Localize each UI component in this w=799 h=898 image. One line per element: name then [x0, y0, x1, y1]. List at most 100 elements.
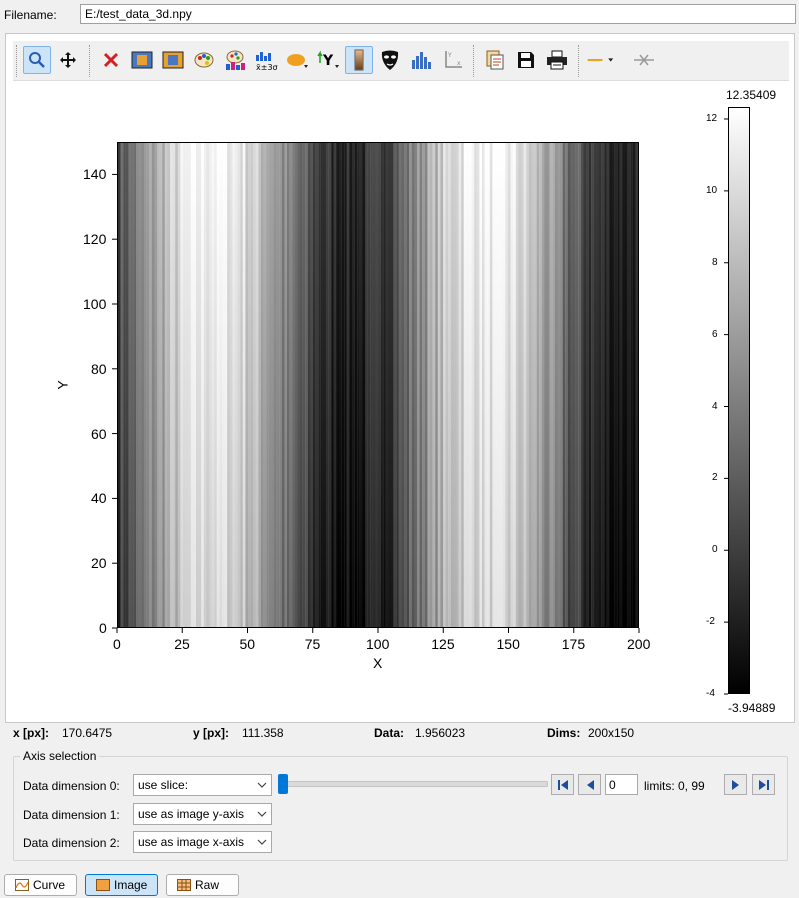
y-tick-label: 20 [91, 555, 107, 572]
heatmap-column [547, 143, 550, 627]
table-icon [177, 879, 191, 891]
heatmap-column [596, 143, 600, 627]
dim0-combo[interactable]: use slice: [133, 774, 272, 796]
x-tick-label: 175 [561, 636, 586, 652]
heatmap-column [409, 143, 412, 627]
y-axis-button[interactable]: Y [314, 46, 342, 74]
heatmap-column [513, 143, 516, 627]
heatmap-column [411, 143, 415, 627]
dim1-combo[interactable]: use as image y-axis [133, 803, 272, 825]
heatmap-column [549, 143, 553, 627]
dim1-label: Data dimension 1: [23, 808, 120, 822]
crop-button[interactable] [128, 46, 156, 74]
heatmap-column [573, 143, 576, 627]
heatmap-column [227, 143, 230, 627]
axis-selection-title: Axis selection [20, 749, 100, 763]
heatmap-column [328, 143, 332, 627]
roi-button[interactable] [283, 46, 311, 74]
next-slice-button[interactable] [724, 774, 747, 795]
heatmap-column [482, 143, 485, 627]
heatmap-column [222, 143, 225, 627]
heatmap-column [149, 143, 152, 627]
heatmap-column [492, 143, 496, 627]
clear-button[interactable] [97, 46, 125, 74]
zoom-button[interactable] [23, 46, 51, 74]
heatmap-column [336, 143, 340, 627]
colormap-range-button[interactable] [221, 46, 249, 74]
x-tick-label: 50 [239, 636, 256, 652]
heatmap-column [583, 143, 587, 627]
colorbar-button[interactable] [345, 46, 373, 74]
heatmap-column [505, 143, 509, 627]
heatmap-column [445, 143, 449, 627]
tab-raw[interactable]: Raw [166, 874, 239, 896]
heatmap-column [632, 143, 636, 627]
slice-index-input[interactable] [605, 774, 638, 795]
heatmap-column [391, 143, 394, 627]
dim2-combo[interactable]: use as image x-axis [133, 831, 272, 853]
histogram-icon [412, 52, 431, 69]
heatmap-column [450, 143, 454, 627]
cursor-x-value: 170.6475 [62, 726, 113, 740]
heatmap-column [414, 143, 418, 627]
heatmap-column [313, 143, 316, 627]
heatmap-column [183, 143, 186, 627]
skip-last-icon [758, 779, 769, 790]
save-button[interactable] [512, 46, 540, 74]
pan-button[interactable] [54, 46, 82, 74]
line-style-button[interactable] [586, 46, 614, 74]
heatmap-column [289, 143, 293, 627]
heatmap-column [346, 143, 350, 627]
line-icon [587, 58, 614, 62]
heatmap-column [534, 143, 537, 627]
heatmap-column [339, 143, 342, 627]
heatmap-column [432, 143, 436, 627]
first-slice-button[interactable] [551, 774, 574, 795]
clear-icon [103, 52, 119, 68]
copy-button[interactable] [481, 46, 509, 74]
x-tick-label: 150 [496, 636, 520, 652]
heatmap-column [619, 143, 623, 627]
heatmap-column [617, 143, 620, 627]
crop-button-2[interactable] [159, 46, 187, 74]
slice-slider-track[interactable] [278, 781, 548, 787]
heatmap-column [320, 143, 324, 627]
heatmap-column [476, 143, 480, 627]
heatmap-column [406, 143, 410, 627]
heatmap-image[interactable] [117, 142, 639, 628]
slice-slider-handle[interactable] [278, 774, 288, 794]
tab-curve[interactable]: Curve [4, 874, 77, 896]
heatmap-column [136, 143, 139, 627]
crop-icon [131, 51, 153, 69]
heatmap-column [354, 143, 358, 627]
heatmap-column [157, 143, 160, 627]
heatmap-column [237, 143, 241, 627]
filename-input[interactable] [80, 4, 796, 24]
heatmap-column [198, 143, 202, 627]
tab-image[interactable]: Image [85, 874, 158, 896]
status-bar: x [px]: 170.6475 y [px]: 111.358 Data: 1… [13, 726, 793, 742]
heatmap-column [263, 143, 267, 627]
histogram-button[interactable] [407, 46, 435, 74]
print-button[interactable] [543, 46, 571, 74]
heatmap-column [318, 143, 321, 627]
hide-cursor-button[interactable] [630, 46, 658, 74]
heatmap-column [214, 143, 217, 627]
heatmap-column [349, 143, 353, 627]
colormap-button[interactable] [190, 46, 218, 74]
heatmap-column [502, 143, 506, 627]
mask-button[interactable] [376, 46, 404, 74]
heatmap-column [372, 143, 376, 627]
prev-slice-button[interactable] [578, 774, 601, 795]
colorbar-tick-label: -2 [706, 616, 715, 628]
heatmap-column [118, 143, 121, 627]
heatmap-column [471, 143, 475, 627]
stats-button[interactable]: x̄±3σ [252, 46, 280, 74]
heatmap-column [271, 143, 275, 627]
last-slice-button[interactable] [752, 774, 775, 795]
heatmap-column [305, 143, 308, 627]
heatmap-column [167, 143, 171, 627]
heatmap-column [575, 143, 579, 627]
heatmap-column [489, 143, 493, 627]
